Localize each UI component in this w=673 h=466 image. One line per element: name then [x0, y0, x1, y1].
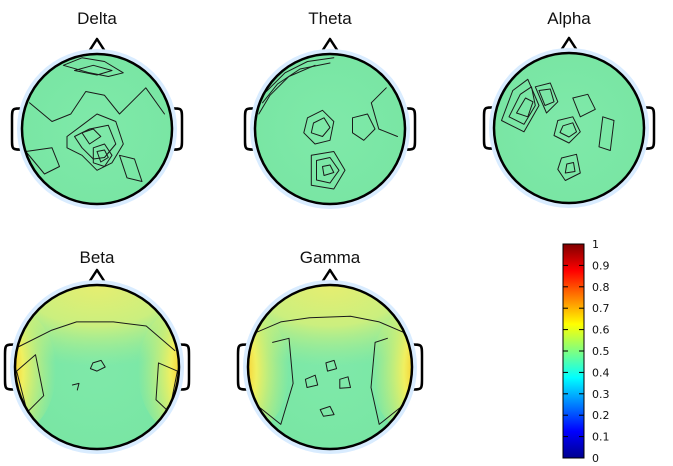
left-temporal-peak — [15, 309, 56, 433]
left-temporal-peak — [248, 309, 289, 433]
left-ear-marker — [482, 106, 496, 150]
contour-line — [251, 315, 409, 335]
contour-line — [310, 117, 331, 137]
contour-line — [325, 359, 338, 372]
left-ear-marker — [3, 343, 17, 391]
contour-line — [89, 359, 106, 372]
contour-line — [74, 64, 113, 76]
right-ear-marker — [642, 106, 656, 150]
panel-title: Alpha — [547, 9, 591, 28]
right-ear-marker — [177, 343, 191, 391]
contour-line — [25, 147, 60, 175]
topomap-delta: Delta — [10, 9, 184, 209]
contour-line — [370, 87, 398, 137]
colorbar-tick-label: 1 — [592, 238, 599, 251]
head-outline — [20, 52, 174, 206]
panel-title: Delta — [77, 9, 117, 28]
colorbar-tick-label: 0.1 — [592, 431, 610, 444]
contour-line — [564, 162, 576, 174]
head-outline — [246, 283, 414, 451]
left-ear-marker — [10, 107, 24, 151]
contour-line — [352, 113, 376, 141]
contour-line — [319, 405, 335, 417]
contour-line — [572, 93, 596, 118]
contour-line — [598, 116, 615, 151]
colorbar-tick-label: 0.8 — [592, 281, 610, 294]
right-ear-marker — [170, 107, 184, 151]
contour-line — [557, 153, 581, 181]
contour-line — [516, 97, 534, 118]
colorbar: 0 0.1 0.2 0.3 0.4 0.5 0.6 0.7 0.8 0.9 1 — [562, 238, 610, 465]
colorbar-tick-label: 0.9 — [592, 259, 610, 272]
contour-line — [553, 116, 581, 144]
field-base — [494, 53, 644, 203]
contour-line — [18, 321, 176, 352]
contour-line — [119, 154, 143, 182]
panel-title: Gamma — [300, 248, 361, 267]
contour-line — [74, 124, 117, 160]
colorbar-tick-label: 0.5 — [592, 345, 610, 358]
colorbar-tick-label: 0.3 — [592, 388, 610, 401]
right-ear-marker — [410, 343, 424, 391]
contour-line — [501, 78, 540, 133]
contour-line — [62, 57, 124, 77]
contour-line — [96, 149, 109, 163]
field-base — [22, 54, 172, 204]
contour-line — [16, 354, 45, 413]
contour-line — [81, 128, 102, 145]
contour-line — [310, 151, 346, 190]
colorbar-tick-label: 0.7 — [592, 302, 610, 315]
left-ear-marker — [236, 343, 250, 391]
head-outline — [253, 52, 407, 206]
contour-line — [29, 87, 165, 122]
head-outline — [13, 283, 181, 451]
contour-line — [71, 382, 80, 391]
contour-line — [559, 122, 577, 138]
contour-line — [538, 88, 555, 106]
panel-title: Beta — [80, 248, 116, 267]
right-temporal-peak — [371, 309, 412, 433]
topomap-gamma: Gamma — [236, 248, 424, 454]
colorbar-tick-label: 0.6 — [592, 324, 610, 337]
topomap-beta: Beta — [3, 248, 191, 454]
contour-line — [370, 337, 401, 425]
topomap-alpha: Alpha — [482, 9, 656, 208]
contour-line — [534, 82, 559, 114]
contour-line — [322, 164, 335, 176]
contour-line — [508, 86, 536, 125]
panel-title: Theta — [308, 9, 352, 28]
left-ear-marker — [243, 107, 257, 151]
contour-line — [304, 374, 319, 388]
contour-line — [303, 109, 335, 145]
contour-line — [265, 57, 335, 92]
colorbar-tick-label: 0.4 — [592, 366, 610, 379]
contour-line — [258, 64, 316, 115]
contour-line — [339, 376, 351, 389]
colorbar-tick-label: 0 — [592, 452, 599, 465]
head-outline — [492, 51, 646, 205]
contour-line — [92, 143, 113, 167]
topomap-theta: Theta — [243, 9, 417, 209]
colorbar-tick-label: 0.2 — [592, 409, 610, 422]
contour-line — [316, 157, 340, 184]
right-ear-marker — [403, 107, 417, 151]
contour-line — [66, 113, 124, 171]
contour-line — [259, 337, 294, 425]
